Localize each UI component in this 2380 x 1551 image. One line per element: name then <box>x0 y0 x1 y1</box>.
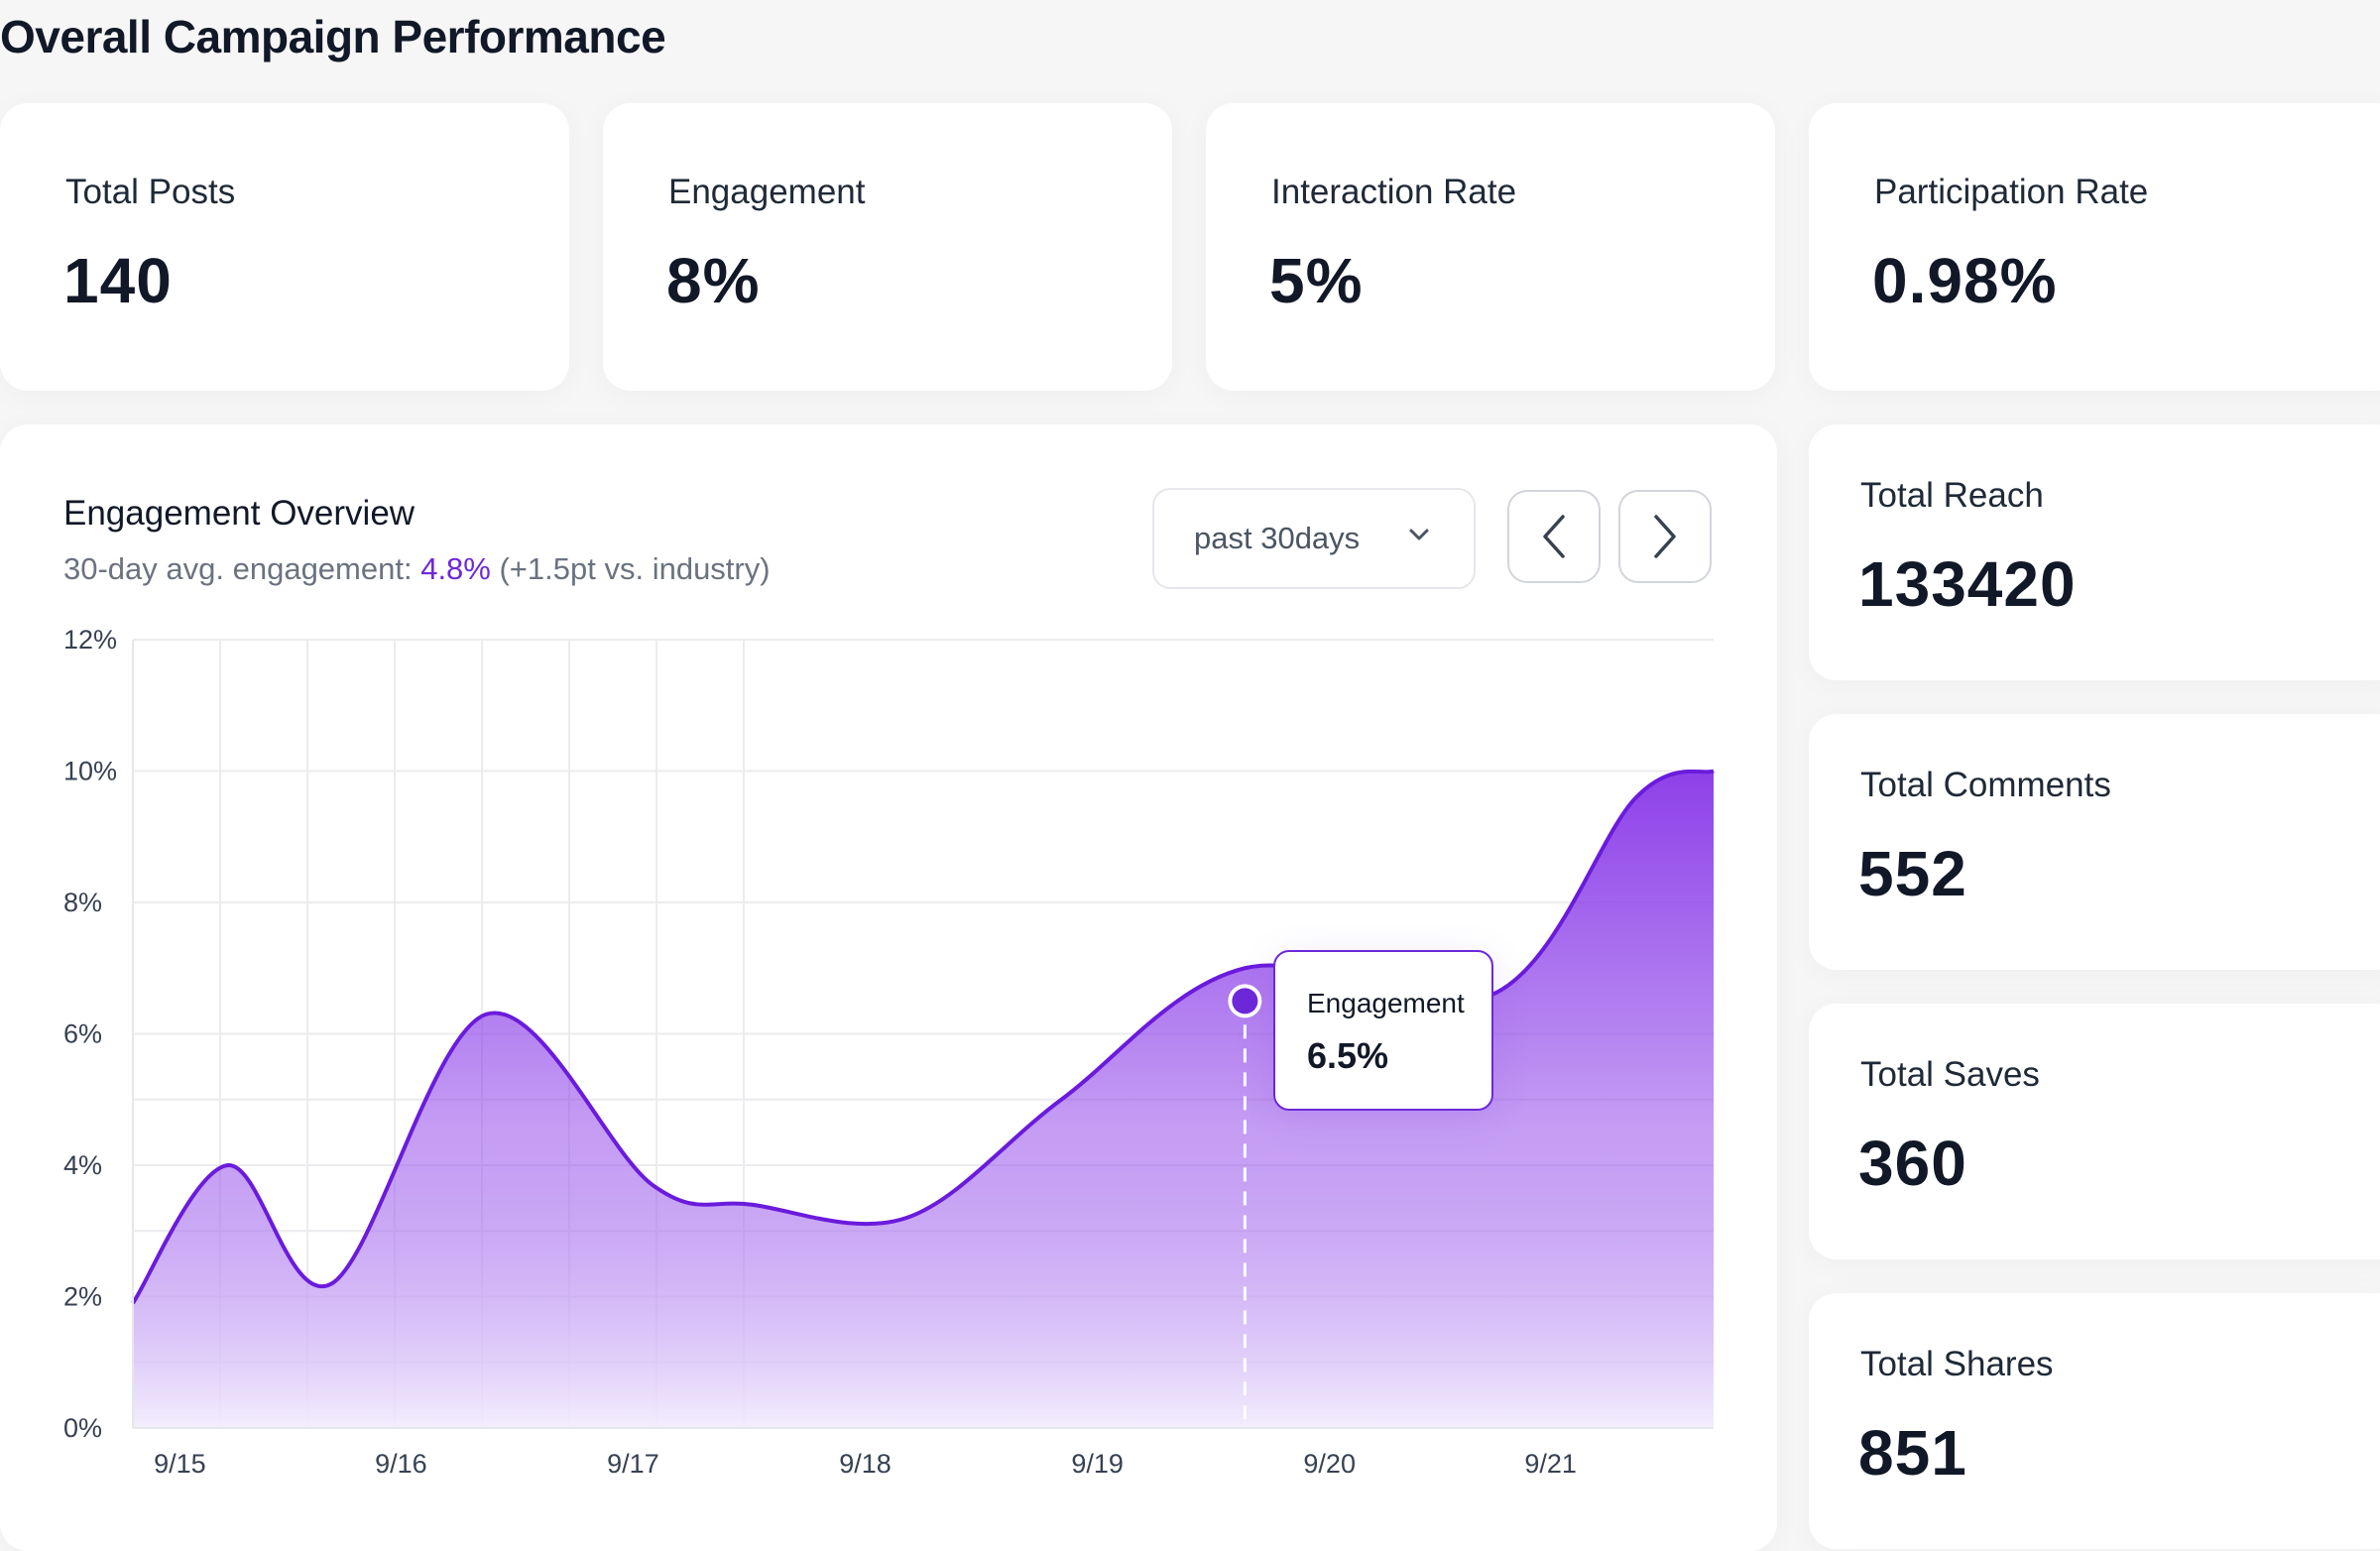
x-tick-label: 9/20 <box>1303 1449 1356 1479</box>
avg-engagement-value: 4.8% <box>420 551 491 586</box>
chevron-down-icon <box>1409 529 1429 540</box>
tooltip-value: 6.5% <box>1307 1035 1389 1076</box>
participation-rate-value: 0.98% <box>1872 245 2058 316</box>
interaction-rate-value: 5% <box>1269 245 1364 316</box>
interaction-rate-label: Interaction Rate <box>1271 173 1517 211</box>
tooltip-label: Engagement <box>1307 988 1465 1018</box>
date-range-select[interactable]: past 30days <box>1152 488 1476 589</box>
total-posts-label: Total Posts <box>65 173 236 211</box>
total-reach-label: Total Reach <box>1860 476 2044 515</box>
y-tick-label: 10% <box>63 757 117 786</box>
chart-title: Engagement Overview <box>63 494 416 533</box>
y-tick-label: 6% <box>63 1019 102 1049</box>
x-tick-label: 9/18 <box>839 1449 892 1479</box>
total-saves-value: 360 <box>1858 1128 1967 1199</box>
engagement-value: 8% <box>666 245 761 316</box>
total-saves-card: Total Saves 360 <box>1809 1004 2380 1259</box>
participation-rate-label: Participation Rate <box>1874 173 2149 211</box>
y-tick-label: 4% <box>63 1150 102 1180</box>
y-tick-label: 8% <box>63 888 102 917</box>
x-tick-label: 9/16 <box>375 1449 427 1479</box>
x-tick-label: 9/19 <box>1071 1449 1124 1479</box>
engagement-area-chart: 0% 2% 4% 6% 8% 10% 12% 9/15 9/16 9/17 9/18 9/19 9/20… <box>63 625 1715 1479</box>
total-reach-value: 133420 <box>1858 548 2077 620</box>
previous-period-button[interactable] <box>1507 490 1601 583</box>
total-reach-card: Total Reach 133420 <box>1809 424 2380 680</box>
total-comments-card: Total Comments 552 <box>1809 714 2380 970</box>
y-tick-label: 2% <box>63 1282 102 1312</box>
page-title: Overall Campaign Performance <box>0 11 666 62</box>
engagement-area-fill <box>133 771 1714 1428</box>
engagement-card: Engagement 8% <box>603 103 1172 391</box>
highlight-point <box>1232 988 1258 1014</box>
total-posts-value: 140 <box>63 245 173 316</box>
total-comments-value: 552 <box>1858 838 1967 909</box>
interaction-rate-card: Interaction Rate 5% <box>1206 103 1775 391</box>
engagement-tooltip: Engagement 6.5% <box>1273 950 1493 1111</box>
subtitle-prefix: 30-day avg. engagement: <box>63 551 421 586</box>
chevron-left-icon <box>1543 515 1565 558</box>
x-tick-label: 9/15 <box>154 1449 206 1479</box>
total-shares-card: Total Shares 851 <box>1809 1293 2380 1549</box>
total-shares-value: 851 <box>1858 1417 1967 1489</box>
total-posts-card: Total Posts 140 <box>0 103 569 391</box>
x-tick-label: 9/21 <box>1524 1449 1577 1479</box>
subtitle-suffix: (+1.5pt vs. industry) <box>490 551 771 586</box>
y-tick-label: 12% <box>63 625 117 655</box>
next-period-button[interactable] <box>1618 490 1712 583</box>
y-tick-label: 0% <box>63 1413 102 1443</box>
chevron-right-icon <box>1654 515 1676 558</box>
date-range-value: past 30days <box>1194 521 1361 555</box>
total-saves-label: Total Saves <box>1860 1055 2040 1094</box>
total-comments-label: Total Comments <box>1860 766 2111 804</box>
engagement-overview-card: Engagement Overview 30-day avg. engageme… <box>0 424 1777 1551</box>
total-shares-label: Total Shares <box>1860 1345 2054 1383</box>
chart-subtitle: 30-day avg. engagement: 4.8% (+1.5pt vs.… <box>63 551 771 587</box>
x-tick-label: 9/17 <box>607 1449 659 1479</box>
participation-rate-card: Participation Rate 0.98% <box>1809 103 2380 391</box>
engagement-label: Engagement <box>668 173 866 211</box>
